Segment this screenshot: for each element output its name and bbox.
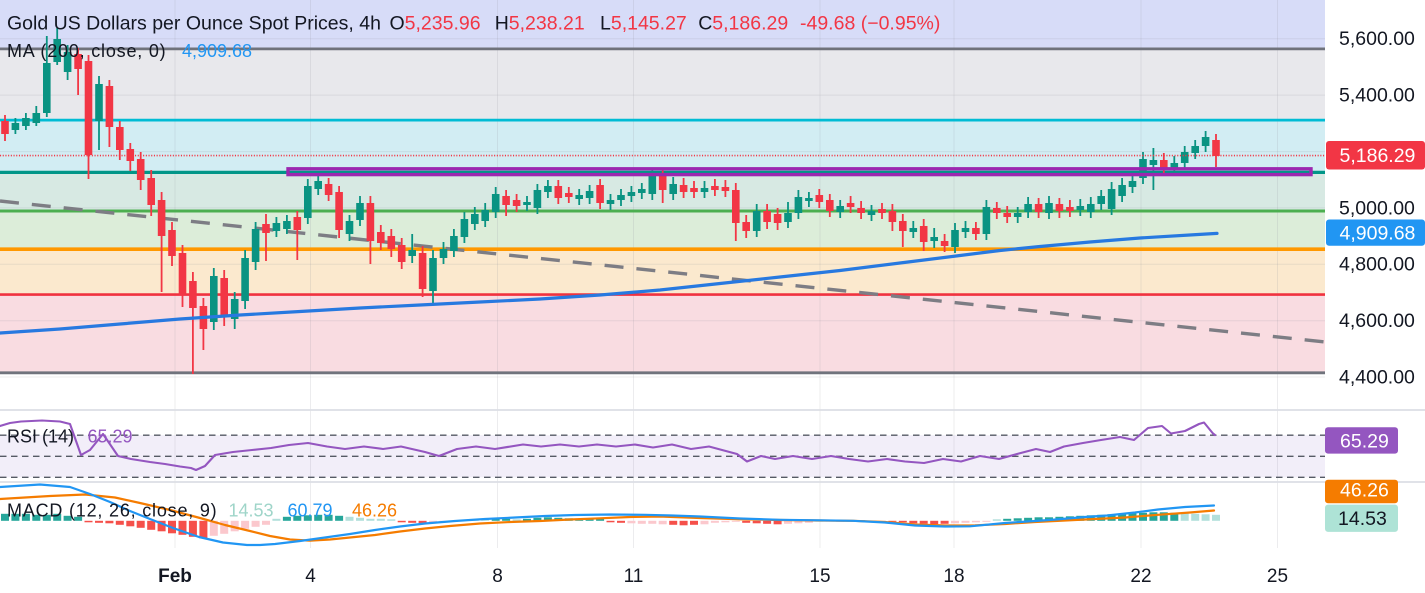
svg-text:O5,235.96: O5,235.96 <box>390 13 481 35</box>
svg-text:4,800.00: 4,800.00 <box>1339 254 1415 276</box>
svg-text:11: 11 <box>624 566 644 587</box>
svg-text:4,909.68: 4,909.68 <box>182 41 252 61</box>
svg-text:65.29: 65.29 <box>1340 430 1389 452</box>
svg-text:5,400.00: 5,400.00 <box>1339 85 1415 107</box>
svg-text:60.79: 60.79 <box>288 501 333 521</box>
svg-text:Feb: Feb <box>158 566 192 587</box>
svg-text:MACD (12, 26, close, 9): MACD (12, 26, close, 9) <box>7 501 217 521</box>
svg-text:22: 22 <box>1130 566 1151 587</box>
svg-text:65.29: 65.29 <box>88 427 133 447</box>
svg-text:5,000.00: 5,000.00 <box>1339 197 1415 219</box>
svg-text:Gold US Dollars per Ounce Spot: Gold US Dollars per Ounce Spot Prices, 4… <box>7 13 381 35</box>
svg-text:14.53: 14.53 <box>1338 508 1387 530</box>
svg-text:H5,238.21: H5,238.21 <box>495 13 585 35</box>
svg-text:5,186.29: 5,186.29 <box>1340 145 1416 167</box>
svg-text:15: 15 <box>809 566 830 587</box>
svg-text:14.53: 14.53 <box>229 501 274 521</box>
svg-text:4,909.68: 4,909.68 <box>1340 222 1416 244</box>
svg-text:4,400.00: 4,400.00 <box>1339 366 1415 388</box>
svg-text:25: 25 <box>1267 566 1288 587</box>
svg-text:46.26: 46.26 <box>1340 479 1389 501</box>
svg-text:46.26: 46.26 <box>352 501 397 521</box>
svg-text:MA (200, close, 0): MA (200, close, 0) <box>7 41 166 61</box>
svg-text:C5,186.29: C5,186.29 <box>698 13 788 35</box>
svg-text:4: 4 <box>305 566 316 587</box>
svg-text:4,600.00: 4,600.00 <box>1339 310 1415 332</box>
svg-text:18: 18 <box>943 566 964 587</box>
svg-text:RSI (14): RSI (14) <box>7 427 74 447</box>
svg-text:8: 8 <box>492 566 503 587</box>
svg-text:-49.68 (−0.95%): -49.68 (−0.95%) <box>800 13 940 35</box>
svg-text:L5,145.27: L5,145.27 <box>600 13 687 35</box>
svg-text:5,600.00: 5,600.00 <box>1339 28 1415 50</box>
